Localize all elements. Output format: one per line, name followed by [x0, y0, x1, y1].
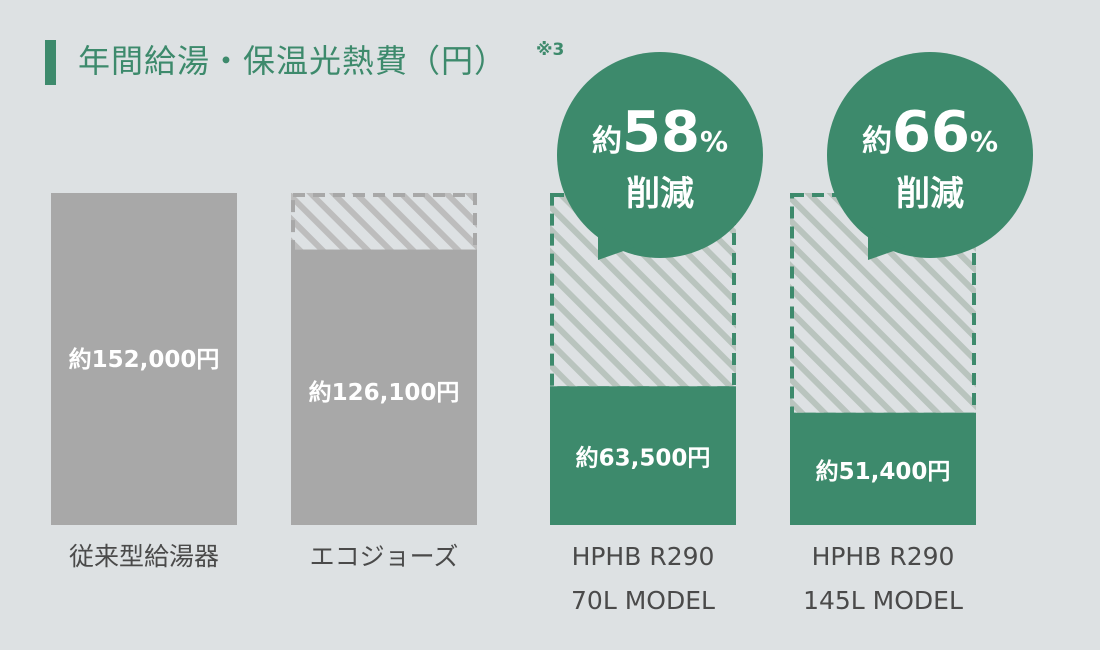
reduction-callout-2: 約58% 削減 [557, 52, 763, 260]
callout-label: 削減 [896, 174, 964, 214]
bar-2 [550, 386, 736, 525]
bar-value-label-1: 約126,100円 [309, 379, 460, 406]
callout-bubble [557, 52, 763, 258]
bar-reduction-area-1 [291, 193, 477, 250]
category-label-2: HPHB R290 70L MODEL [571, 542, 715, 615]
callout-label: 削減 [626, 174, 694, 214]
bar-value-label-3: 約51,400円 [816, 458, 951, 485]
category-label-0: 従来型給湯器 [68, 542, 219, 571]
bar-0 [51, 193, 237, 525]
callout-bubble [827, 52, 1033, 258]
callout-percent: 約66% [862, 100, 998, 165]
reduction-callout-3: 約66% 削減 [827, 52, 1033, 260]
bar-3 [790, 412, 976, 525]
bar-value-label-0: 約152,000円 [69, 346, 220, 373]
category-label-3: HPHB R290 145L MODEL [803, 542, 963, 615]
callout-percent: 約58% [592, 100, 728, 165]
callout-tail [868, 225, 905, 260]
title-footnote-mark: ※3 [536, 40, 565, 60]
bar-value-label-2: 約63,500円 [576, 445, 711, 472]
chart-title: 年間給湯・保温光熱費（円） [78, 42, 508, 80]
category-label-1: エコジョーズ [309, 542, 459, 571]
callout-tail [598, 225, 635, 260]
title-accent-bar [45, 40, 56, 85]
bar-1 [291, 249, 477, 526]
